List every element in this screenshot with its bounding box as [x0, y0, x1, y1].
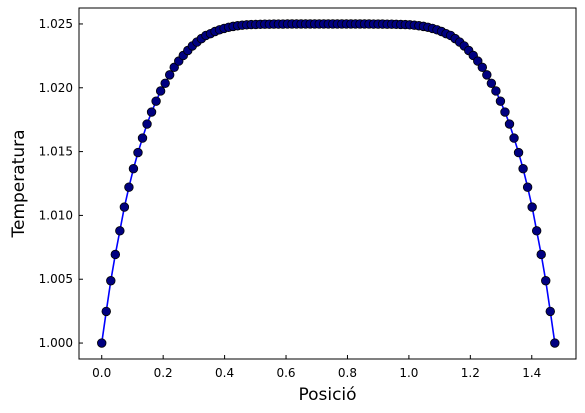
- x-tick-label: 1.2: [461, 366, 480, 380]
- data-point: [486, 78, 497, 89]
- data-point: [482, 70, 492, 80]
- data-point: [477, 62, 488, 73]
- x-tick-label: 1.0: [399, 366, 418, 380]
- data-point: [164, 70, 175, 80]
- data-point: [133, 147, 143, 158]
- data-point: [536, 249, 546, 260]
- x-tick-label: 0.4: [215, 366, 234, 380]
- data-point: [137, 133, 148, 143]
- data-point: [527, 202, 537, 212]
- data-point: [509, 133, 519, 143]
- data-point: [151, 96, 161, 106]
- data-point: [473, 56, 483, 66]
- data-point: [169, 62, 179, 73]
- data-point: [504, 119, 515, 129]
- x-tick-label: 1.4: [522, 366, 541, 380]
- data-point: [491, 86, 501, 96]
- data-point: [495, 96, 506, 106]
- x-tick-label: 0.0: [92, 366, 111, 380]
- data-point: [97, 338, 107, 348]
- data-point: [541, 276, 551, 286]
- x-tick-label: 0.2: [154, 366, 173, 380]
- data-point: [110, 249, 121, 260]
- data-point: [124, 182, 134, 192]
- data-point: [550, 338, 560, 348]
- y-tick-label: 1.025: [39, 17, 73, 31]
- data-point: [513, 147, 524, 158]
- x-tick-label: 0.8: [338, 366, 357, 380]
- data-point: [115, 226, 125, 236]
- data-point: [518, 163, 528, 174]
- data-point: [101, 306, 111, 317]
- y-axis-ticks: 1.000 1.005 1.010 1.015 1.020 1.025: [39, 17, 83, 350]
- y-axis-label: Temperatura: [9, 129, 29, 238]
- plot-frame: [78, 7, 577, 360]
- data-point: [142, 119, 152, 129]
- x-axis-label: Posició: [298, 385, 356, 405]
- y-tick-label: 1.010: [39, 208, 73, 222]
- data-point: [155, 86, 166, 96]
- data-point: [119, 202, 130, 212]
- y-tick-label: 1.015: [39, 145, 73, 159]
- x-axis-ticks: 0.0 0.2 0.4 0.6 0.8 1.0 1.2 1.4: [92, 355, 541, 380]
- plot-area: [79, 8, 576, 359]
- data-point: [128, 163, 139, 174]
- x-tick-label: 0.6: [276, 366, 295, 380]
- y-tick-label: 1.020: [39, 81, 73, 95]
- data-point: [531, 226, 542, 236]
- series-layer: [97, 19, 560, 348]
- data-point: [500, 107, 510, 117]
- data-point: [146, 107, 157, 117]
- y-tick-label: 1.005: [39, 272, 73, 286]
- data-point: [160, 78, 170, 89]
- data-point: [522, 182, 533, 192]
- y-tick-label: 1.000: [39, 336, 73, 350]
- data-point: [545, 306, 555, 317]
- data-point: [106, 276, 116, 286]
